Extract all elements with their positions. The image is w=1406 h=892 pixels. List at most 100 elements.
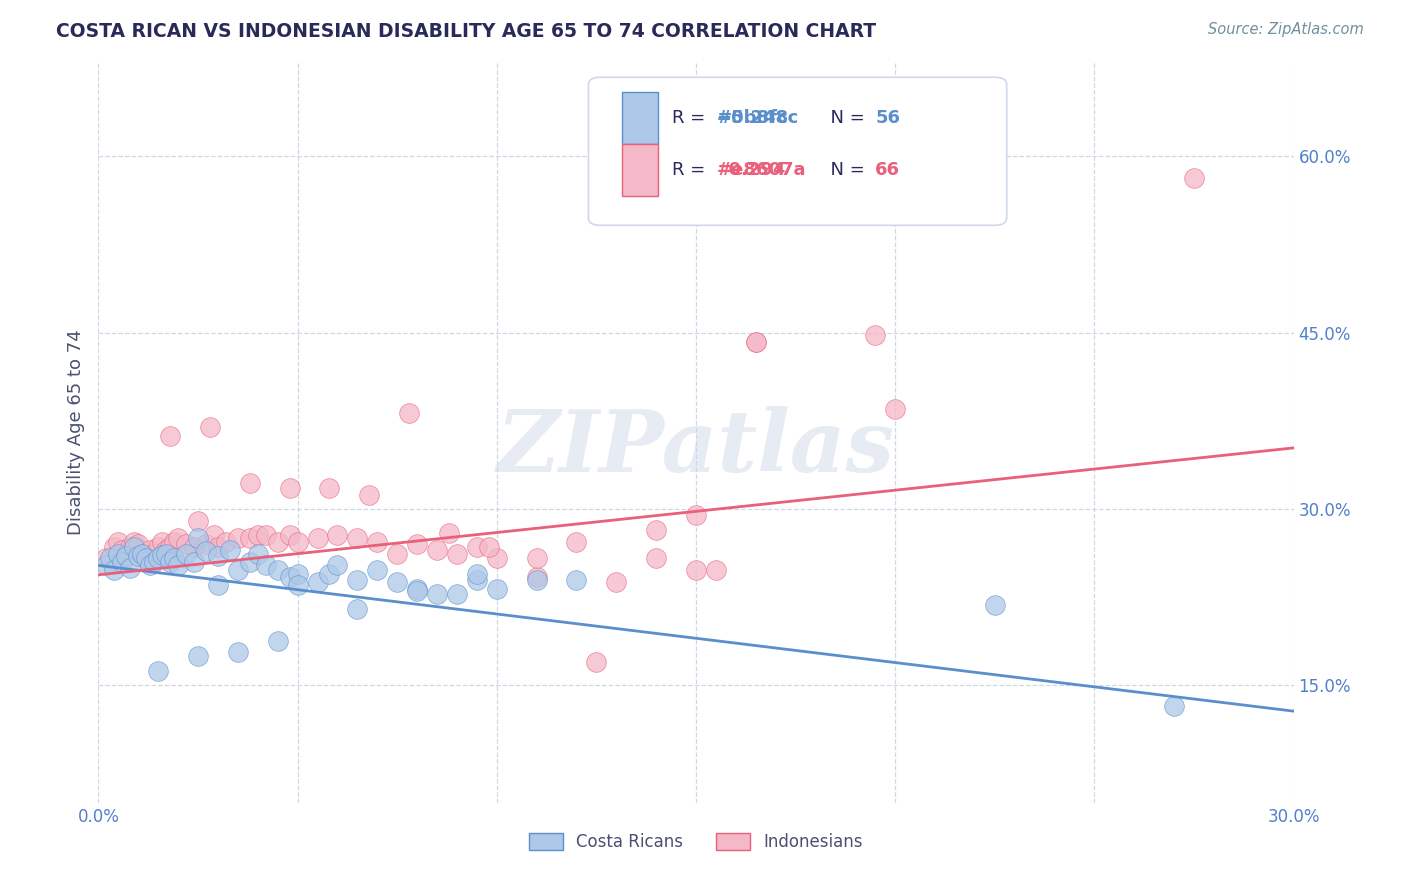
Point	[406, 537, 429, 551]
Point	[385, 574, 409, 589]
Point	[287, 578, 309, 592]
Text: #5b8fcc: #5b8fcc	[716, 109, 799, 127]
Point	[174, 547, 197, 561]
Text: #e8607a: #e8607a	[716, 161, 806, 178]
Point	[143, 555, 166, 569]
Text: 0.294: 0.294	[716, 161, 786, 178]
Point	[254, 528, 277, 542]
Point	[1163, 699, 1185, 714]
Point	[565, 535, 588, 549]
Text: N =: N =	[820, 161, 870, 178]
Point	[446, 586, 468, 600]
Point	[278, 481, 301, 495]
Point	[131, 547, 153, 561]
Point	[239, 532, 262, 546]
Point	[139, 558, 162, 573]
Text: 56: 56	[876, 109, 900, 127]
Point	[465, 573, 488, 587]
Point	[287, 566, 309, 581]
Point	[526, 573, 548, 587]
Point	[246, 528, 269, 542]
Point	[307, 574, 329, 589]
Point	[163, 551, 186, 566]
Point	[226, 563, 249, 577]
Point	[865, 328, 887, 343]
Text: COSTA RICAN VS INDONESIAN DISABILITY AGE 65 TO 74 CORRELATION CHART: COSTA RICAN VS INDONESIAN DISABILITY AGE…	[56, 22, 876, 41]
Point	[318, 566, 340, 581]
Point	[645, 551, 668, 566]
Point	[526, 551, 548, 566]
Point	[96, 551, 118, 566]
Point	[246, 547, 269, 561]
Point	[111, 543, 134, 558]
Point	[318, 481, 340, 495]
Point	[239, 476, 262, 491]
Y-axis label: Disability Age 65 to 74: Disability Age 65 to 74	[66, 330, 84, 535]
Point	[215, 535, 238, 549]
Point	[359, 488, 381, 502]
Point	[155, 543, 177, 558]
Point	[187, 514, 209, 528]
Point	[202, 528, 225, 542]
Point	[139, 543, 162, 558]
Point	[426, 586, 449, 600]
Point	[148, 664, 170, 678]
Point	[437, 525, 460, 540]
Point	[366, 535, 388, 549]
Text: R =: R =	[672, 161, 717, 178]
Point	[278, 570, 301, 584]
Point	[163, 535, 186, 549]
Point	[115, 549, 138, 563]
Point	[124, 535, 146, 549]
Point	[107, 535, 129, 549]
Point	[120, 561, 142, 575]
Point	[1182, 170, 1205, 185]
Point	[406, 584, 429, 599]
Point	[426, 543, 449, 558]
Point	[111, 555, 134, 569]
Point	[704, 563, 727, 577]
Point	[278, 528, 301, 542]
Text: ZIPatlas: ZIPatlas	[496, 406, 896, 489]
Point	[195, 537, 218, 551]
Point	[745, 335, 768, 350]
Point	[195, 544, 218, 558]
FancyBboxPatch shape	[589, 78, 1007, 226]
Point	[174, 537, 197, 551]
Point	[565, 573, 588, 587]
Point	[685, 508, 707, 522]
Point	[267, 633, 290, 648]
Point	[127, 549, 149, 563]
Point	[605, 574, 627, 589]
Point	[526, 570, 548, 584]
Point	[645, 523, 668, 537]
Point	[167, 532, 190, 546]
Point	[585, 655, 607, 669]
Point	[127, 537, 149, 551]
Point	[346, 602, 368, 616]
Text: 66: 66	[876, 161, 900, 178]
Point	[226, 532, 249, 546]
Point	[98, 551, 122, 566]
Point	[984, 599, 1007, 613]
Text: N =: N =	[820, 109, 870, 127]
Point	[159, 555, 181, 569]
Point	[366, 563, 388, 577]
Point	[187, 648, 209, 663]
Point	[884, 402, 907, 417]
Point	[385, 547, 409, 561]
Point	[207, 540, 229, 554]
Point	[267, 535, 290, 549]
Point	[346, 573, 368, 587]
Point	[107, 547, 129, 561]
Point	[115, 547, 138, 561]
Point	[148, 551, 170, 566]
Text: R =: R =	[672, 109, 711, 127]
Point	[446, 547, 468, 561]
Point	[135, 551, 157, 566]
Point	[96, 558, 118, 573]
Point	[124, 540, 146, 554]
Point	[207, 578, 229, 592]
Point	[465, 540, 488, 554]
Point	[155, 547, 177, 561]
